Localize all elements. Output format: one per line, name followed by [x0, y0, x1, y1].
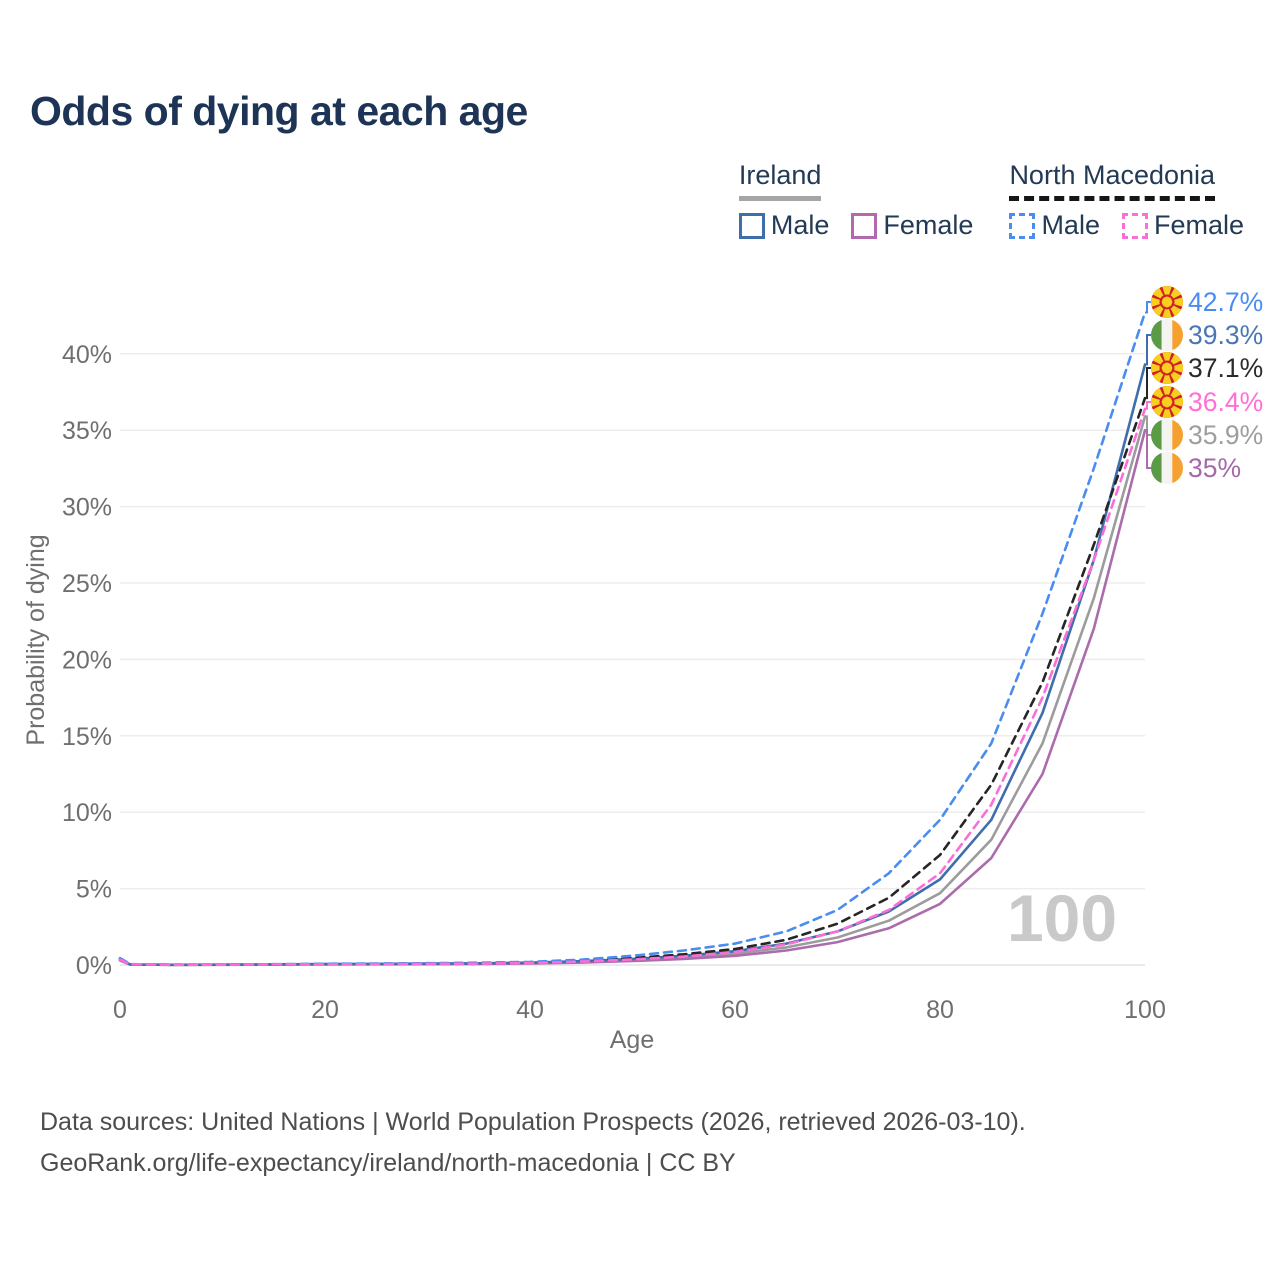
x-tick-label: 100 — [1124, 996, 1166, 1024]
end-label-value-nm_male: 42.7% — [1188, 287, 1263, 317]
page-title: Odds of dying at each age — [30, 88, 528, 134]
chart-footer: Data sources: United Nations | World Pop… — [40, 1102, 1026, 1184]
series-line-nm_male[interactable] — [118, 311, 1147, 966]
north-macedonia-female-swatch-icon — [1121, 212, 1148, 239]
north-macedonia-flag-icon — [1151, 386, 1183, 418]
y-tick-label: 40% — [62, 341, 112, 369]
x-tick-label: 20 — [311, 996, 339, 1024]
chart-legend: Ireland Male Female North Macedonia Male — [738, 160, 1244, 241]
series-line-nm_total[interactable] — [118, 396, 1147, 966]
end-label-connector-nm_total — [1145, 367, 1151, 400]
legend-item-ireland-male[interactable]: Male — [738, 210, 830, 241]
end-label-value-ie_male: 39.3% — [1188, 320, 1263, 350]
ireland-male-swatch-icon — [738, 212, 765, 239]
x-tick-label: 40 — [516, 996, 544, 1024]
y-tick-label: 15% — [62, 723, 112, 751]
ireland-flag-icon — [1151, 452, 1183, 484]
y-tick-label: 20% — [62, 646, 112, 674]
legend-item-label: Male — [1041, 210, 1100, 240]
legend-item-label: Male — [770, 210, 830, 240]
end-label-connector-nm_female — [1145, 401, 1151, 410]
legend-item-label: Female — [1153, 210, 1244, 240]
y-tick-label: 35% — [62, 417, 112, 445]
y-tick-label: 5% — [76, 876, 112, 904]
series-line-ie_total[interactable] — [118, 415, 1147, 967]
y-tick-label: 0% — [76, 952, 112, 980]
legend-item-north-macedonia-female[interactable]: Female — [1121, 210, 1244, 241]
x-tick-label: 60 — [721, 996, 749, 1024]
end-label-connector-ie_total — [1145, 415, 1151, 436]
legend-item-ireland-female[interactable]: Female — [851, 210, 973, 241]
hover-age-watermark: 100 — [1007, 881, 1117, 955]
legend-group-north-macedonia: North Macedonia Male Female — [1009, 160, 1244, 241]
legend-header-north-macedonia: North Macedonia — [1009, 160, 1216, 201]
legend-group-ireland: Ireland Male Female — [738, 160, 973, 241]
north-macedonia-flag-icon — [1151, 352, 1183, 384]
legend-item-north-macedonia-male[interactable]: Male — [1009, 210, 1100, 241]
north-macedonia-male-swatch-icon — [1009, 212, 1036, 239]
ireland-flag-icon — [1151, 319, 1183, 351]
y-axis-title: Probability of dying — [22, 534, 50, 745]
ireland-flag-icon — [1151, 419, 1183, 451]
end-label-value-nm_female: 36.4% — [1188, 387, 1263, 417]
legend-header-ireland: Ireland — [738, 160, 822, 201]
data-sources-line: Data sources: United Nations | World Pop… — [40, 1108, 1026, 1136]
x-tick-label: 0 — [113, 996, 127, 1024]
end-label-connector-ie_male — [1145, 334, 1151, 366]
attribution-line: GeoRank.org/life-expectancy/ireland/nort… — [40, 1149, 736, 1177]
y-tick-label: 25% — [62, 570, 112, 598]
x-axis-title: Age — [610, 1026, 654, 1054]
end-label-value-ie_female: 35% — [1188, 453, 1241, 483]
y-tick-label: 30% — [62, 494, 112, 522]
north-macedonia-flag-icon — [1151, 286, 1183, 318]
end-label-value-nm_total: 37.1% — [1188, 353, 1263, 383]
series-line-ie_female[interactable] — [118, 428, 1147, 967]
end-label-connector-nm_male — [1145, 301, 1151, 314]
series-line-ie_male[interactable] — [118, 363, 1147, 967]
ireland-female-swatch-icon — [851, 212, 878, 239]
end-label-value-ie_total: 35.9% — [1188, 420, 1263, 450]
x-tick-label: 80 — [926, 996, 954, 1024]
end-label-connector-ie_female — [1145, 429, 1151, 469]
y-tick-label: 10% — [62, 799, 112, 827]
legend-item-label: Female — [883, 210, 974, 240]
series-line-nm_female[interactable] — [118, 407, 1147, 966]
